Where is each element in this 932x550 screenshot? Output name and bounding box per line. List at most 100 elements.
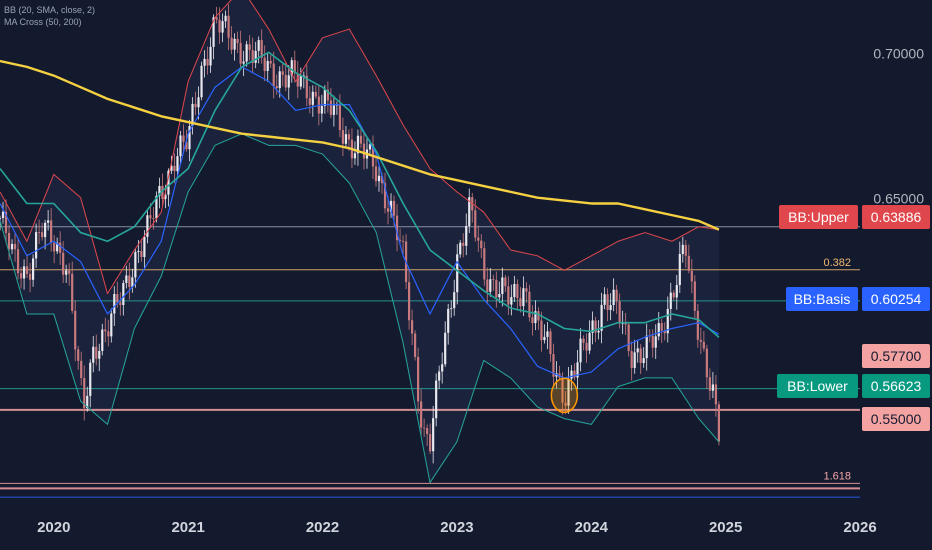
candle-body xyxy=(407,282,411,321)
candle-body xyxy=(603,294,606,305)
candle-body xyxy=(167,170,170,195)
price-label-badge xyxy=(862,205,930,229)
candle-body xyxy=(323,89,326,106)
candle-body xyxy=(34,232,38,259)
candle-body xyxy=(332,105,335,115)
candle-body xyxy=(519,298,522,307)
candle-body xyxy=(513,284,516,298)
candle-body xyxy=(447,308,450,333)
candle-body xyxy=(690,270,693,282)
price-label-text: 0.55000 xyxy=(871,411,922,427)
candle-body xyxy=(161,185,164,199)
candle-body xyxy=(41,232,44,238)
candle-body xyxy=(170,165,173,171)
candle-body xyxy=(654,336,657,348)
candle-body xyxy=(0,218,2,219)
low-circle-marker xyxy=(550,377,579,414)
candle-body xyxy=(711,384,714,391)
ma-indicator-label[interactable]: MA Cross (50, 200) xyxy=(4,17,82,27)
candle-body xyxy=(359,135,363,144)
price-label-text: 0.63886 xyxy=(871,209,922,225)
candle-body xyxy=(131,277,134,288)
candle-body xyxy=(92,346,95,363)
candle-body xyxy=(224,15,227,22)
x-tick-label: 2021 xyxy=(171,519,204,536)
candle-body xyxy=(116,293,119,303)
candle-body xyxy=(591,320,594,333)
fib-1.618-label: 1.618 xyxy=(823,470,851,482)
candle-body xyxy=(540,320,543,341)
candle-body xyxy=(152,218,155,220)
candle-body xyxy=(573,370,576,378)
candle-body xyxy=(266,60,269,71)
candle-body xyxy=(426,428,429,435)
candle-body xyxy=(155,195,158,219)
candle-body xyxy=(666,308,669,334)
candle-body xyxy=(546,331,549,337)
bb-upper-line xyxy=(0,0,719,295)
candle-body xyxy=(693,281,696,311)
x-tick-label: 2026 xyxy=(843,519,876,536)
candle-body xyxy=(717,404,721,442)
candle-body xyxy=(414,333,417,357)
candle-body xyxy=(543,336,546,341)
candle-body xyxy=(410,320,414,334)
candle-body xyxy=(597,330,600,333)
candle-body xyxy=(344,134,348,144)
candle-body xyxy=(188,126,191,150)
candle-body xyxy=(149,215,152,219)
candle-body xyxy=(197,97,200,108)
candle-body xyxy=(74,310,77,350)
bb-basis-line xyxy=(0,66,720,379)
candle-body xyxy=(564,402,567,406)
x-tick-label: 2023 xyxy=(440,519,473,536)
candle-body xyxy=(110,313,113,337)
candle-body xyxy=(338,104,342,131)
candle-body xyxy=(302,75,305,77)
candle-body xyxy=(122,282,125,305)
candle-body xyxy=(236,38,239,43)
fib-0382-label: 0.382 xyxy=(823,257,851,269)
candle-body xyxy=(462,242,465,246)
candle-body xyxy=(579,338,582,363)
candle-body xyxy=(615,289,618,302)
bb-indicator-label[interactable]: BB (20, SMA, close, 2) xyxy=(4,5,96,15)
candle-body xyxy=(62,252,65,275)
candle-body xyxy=(618,301,621,324)
candle-body xyxy=(510,297,513,305)
candle-body xyxy=(98,350,101,359)
candle-body xyxy=(320,105,323,114)
candle-body xyxy=(435,380,438,419)
candle-body xyxy=(459,242,462,255)
candle-body xyxy=(465,225,468,246)
candle-body xyxy=(389,200,393,212)
candle-body xyxy=(480,240,483,249)
candle-body xyxy=(326,89,329,101)
candle-body xyxy=(86,395,89,409)
candle-body xyxy=(107,331,110,337)
candle-body xyxy=(582,338,585,343)
candle-body xyxy=(19,273,23,279)
candle-body xyxy=(329,100,332,115)
candle-body xyxy=(251,50,254,63)
candle-body xyxy=(143,236,146,257)
candle-body xyxy=(191,103,194,127)
candle-body xyxy=(432,418,435,452)
candle-body xyxy=(89,362,92,396)
candle-body xyxy=(104,329,107,332)
candle-body xyxy=(516,284,519,299)
candle-body xyxy=(417,356,420,402)
price-label-badge xyxy=(786,287,858,311)
candle-body xyxy=(56,242,59,252)
candle-body xyxy=(441,364,444,372)
candle-body xyxy=(663,330,666,334)
candle-body xyxy=(537,311,540,321)
candle-body xyxy=(498,293,501,298)
candle-body xyxy=(254,50,257,63)
candle-body xyxy=(651,335,654,348)
price-label-text: 0.57700 xyxy=(871,348,922,364)
candle-body xyxy=(398,240,402,241)
candle-body xyxy=(53,242,56,252)
